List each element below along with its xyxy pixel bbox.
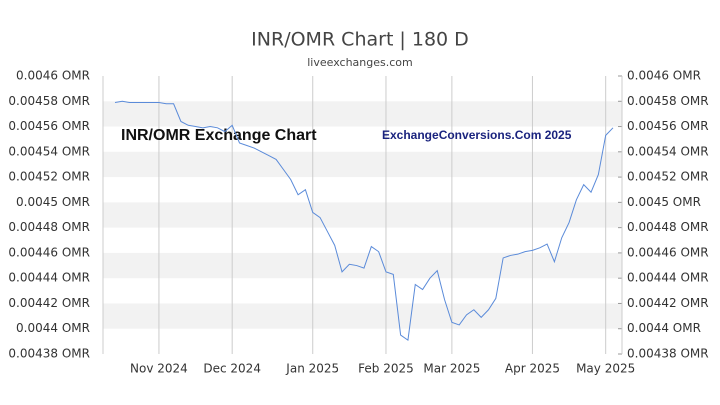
x-tick-label: May 2025	[576, 362, 635, 376]
y2-tick-label: 0.0044 OMR	[627, 321, 701, 335]
y-tick-label: 0.0044 OMR	[16, 321, 90, 335]
y-tick-label: 0.00438 OMR	[8, 347, 90, 361]
x-tick-label: Mar 2025	[423, 362, 480, 376]
y-tick-label: 0.00454 OMR	[8, 144, 90, 158]
y-tick-label: 0.00458 OMR	[8, 94, 90, 108]
y2-tick-label: 0.00446 OMR	[627, 245, 709, 259]
y2-tick-label: 0.00442 OMR	[627, 296, 709, 310]
y2-tick-label: 0.00438 OMR	[627, 347, 709, 361]
y-tick-label: 0.00452 OMR	[8, 170, 90, 184]
y-tick-label: 0.00444 OMR	[8, 271, 90, 285]
band	[103, 202, 622, 228]
y-tick-label: 0.00442 OMR	[8, 296, 90, 310]
line	[114, 100, 614, 341]
y2-tick-label: 0.00444 OMR	[627, 271, 709, 285]
y2-tick-label: 0.00448 OMR	[627, 220, 709, 234]
annotation: INR/OMR Exchange Chart	[121, 127, 317, 144]
x-tick-label: Nov 2024	[130, 362, 188, 376]
band	[103, 252, 622, 279]
y2-tick-label: 0.00454 OMR	[627, 144, 709, 158]
y2-tick-label: 0.00456 OMR	[627, 119, 709, 133]
chart-title: INR/OMR Chart | 180 D	[251, 29, 469, 51]
x-tick-label: Feb 2025	[358, 362, 414, 376]
x-tick-label: Jan 2025	[285, 362, 339, 376]
annotation: ExchangeConversions.Com 2025	[382, 128, 572, 142]
y-tick-label: 0.0045 OMR	[16, 195, 90, 209]
band	[103, 303, 622, 329]
y-tick-label: 0.0046 OMR	[16, 69, 90, 83]
band	[103, 151, 622, 178]
x-tick-label: Dec 2024	[203, 362, 261, 376]
y2-tick-label: 0.0045 OMR	[627, 195, 701, 209]
y2-tick-label: 0.0046 OMR	[627, 69, 701, 83]
band	[103, 101, 622, 127]
y-tick-label: 0.00456 OMR	[8, 119, 90, 133]
y2-tick-label: 0.00458 OMR	[627, 94, 709, 108]
y-tick-label: 0.00448 OMR	[8, 220, 90, 234]
x-tick-label: Apr 2025	[505, 362, 560, 376]
chart-subtitle: liveexchanges.com	[307, 56, 412, 69]
y-tick-label: 0.00446 OMR	[8, 245, 90, 259]
y2-tick-label: 0.00452 OMR	[627, 170, 709, 184]
